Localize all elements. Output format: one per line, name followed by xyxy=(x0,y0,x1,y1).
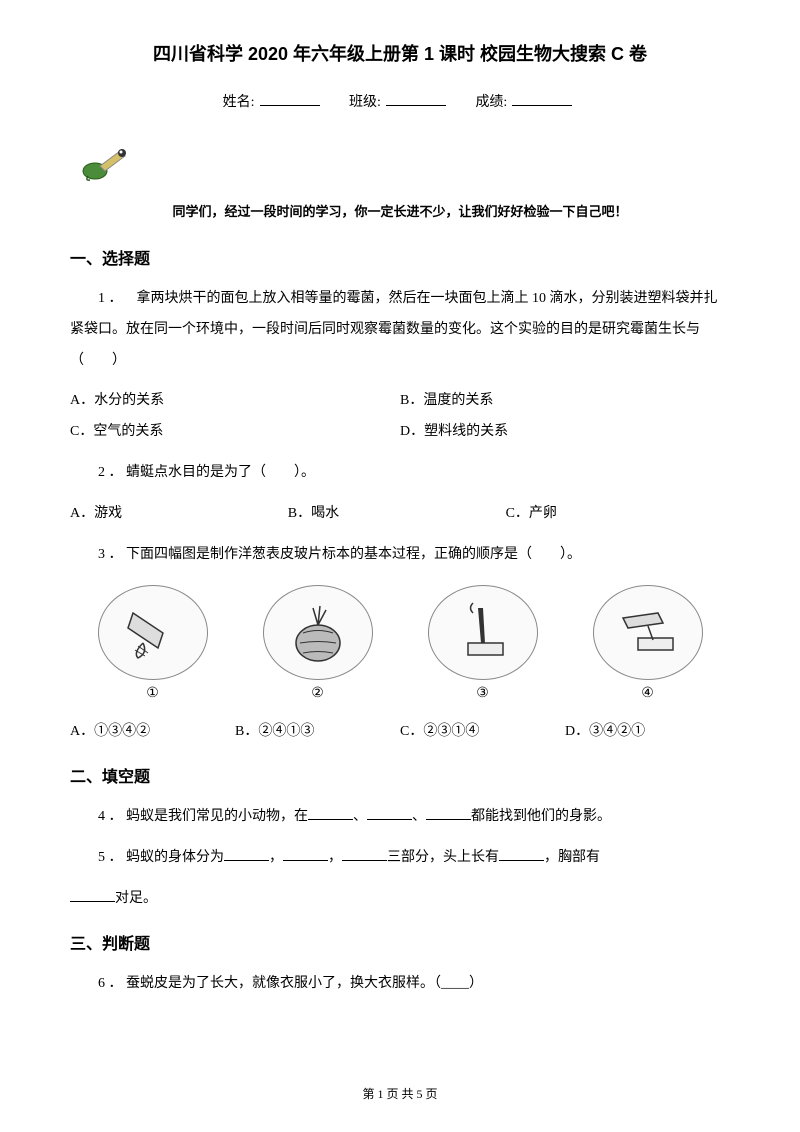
class-blank[interactable] xyxy=(386,105,446,106)
q5-blank-4[interactable] xyxy=(499,860,544,861)
q3-image-4: ④ xyxy=(593,585,703,702)
q3-option-d: D．③④②① xyxy=(565,717,730,748)
q2-option-a: A．游戏 xyxy=(70,499,288,530)
question-4: 4 ． 蚂蚁是我们常见的小动物，在、、都能找到他们的身影。 xyxy=(70,802,730,833)
question-5: 5 ． 蚂蚁的身体分为，，三部分，头上长有，胸部有 xyxy=(70,843,730,874)
q4-number: 4 ． xyxy=(98,809,123,824)
q5-blank-1[interactable] xyxy=(224,860,269,861)
q6-number: 6 ． xyxy=(98,976,123,991)
q3-images: ① ② ③ ④ xyxy=(70,585,730,702)
q3-image-1: ① xyxy=(98,585,208,702)
encourage-text: 同学们，经过一段时间的学习，你一定长进不少，让我们好好检验一下自己吧！ xyxy=(70,201,730,220)
q3-option-a: A．①③④② xyxy=(70,717,235,748)
q4-text-before: 蚂蚁是我们常见的小动物，在 xyxy=(126,809,308,824)
q3-option-b: B．②④①③ xyxy=(235,717,400,748)
q1-options-row2: C．空气的关系 D．塑料线的关系 xyxy=(70,417,730,448)
q5-blank-3[interactable] xyxy=(342,860,387,861)
q4-blank-2[interactable] xyxy=(367,819,412,820)
question-2: 2 ． 蜻蜓点水目的是为了（ ）。 xyxy=(70,458,730,489)
section-1-title: 一、选择题 xyxy=(70,245,730,269)
q6-text: 蚕蜕皮是为了长大，就像衣服小了，换大衣服样。（____） xyxy=(126,976,483,991)
q5-text-mid2: ，胸部有 xyxy=(544,850,600,865)
q5-number: 5 ． xyxy=(98,850,123,865)
q3-label-4: ④ xyxy=(593,685,703,702)
q3-text: 下面四幅图是制作洋葱表皮玻片标本的基本过程，正确的顺序是（ ）。 xyxy=(126,547,581,562)
q1-option-d: D．塑料线的关系 xyxy=(400,417,730,448)
q3-label-3: ③ xyxy=(428,685,538,702)
q1-option-b: B．温度的关系 xyxy=(400,386,730,417)
q1-options-row1: A．水分的关系 B．温度的关系 xyxy=(70,386,730,417)
q3-image-2: ② xyxy=(263,585,373,702)
q1-text: 拿两块烘干的面包上放入相等量的霉菌，然后在一块面包上滴上 10 滴水，分别装进塑… xyxy=(70,291,718,368)
q1-number: 1 ． xyxy=(98,291,123,306)
q3-options: A．①③④② B．②④①③ C．②③①④ D．③④②① xyxy=(70,717,730,748)
q4-blank-3[interactable] xyxy=(426,819,471,820)
score-label: 成绩: xyxy=(475,95,507,110)
q2-options: A．游戏 B．喝水 C．产卵 xyxy=(70,499,730,530)
pencil-icon xyxy=(70,126,730,201)
q1-option-a: A．水分的关系 xyxy=(70,386,400,417)
page-footer: 第 1 页 共 5 页 xyxy=(0,1085,800,1102)
q5-text-before: 蚂蚁的身体分为 xyxy=(126,850,224,865)
student-info-line: 姓名: 班级: 成绩: xyxy=(70,91,730,111)
q3-label-1: ① xyxy=(98,685,208,702)
q4-text-after: 都能找到他们的身影。 xyxy=(471,809,611,824)
question-3: 3 ． 下面四幅图是制作洋葱表皮玻片标本的基本过程，正确的顺序是（ ）。 xyxy=(70,540,730,571)
q5-blank-2[interactable] xyxy=(283,860,328,861)
section-3-title: 三、判断题 xyxy=(70,930,730,954)
q3-image-3: ③ xyxy=(428,585,538,702)
q3-option-c: C．②③①④ xyxy=(400,717,565,748)
question-5-line2: 对足。 xyxy=(70,884,730,915)
q5-text-after: 对足。 xyxy=(115,891,157,906)
name-label: 姓名: xyxy=(223,95,255,110)
q2-option-c: C．产卵 xyxy=(506,499,724,530)
q3-label-2: ② xyxy=(263,685,373,702)
class-label: 班级: xyxy=(349,95,381,110)
q2-text: 蜻蜓点水目的是为了（ ）。 xyxy=(126,465,315,480)
document-title: 四川省科学 2020 年六年级上册第 1 课时 校园生物大搜索 C 卷 xyxy=(70,40,730,66)
q2-option-b: B．喝水 xyxy=(288,499,506,530)
q4-blank-1[interactable] xyxy=(308,819,353,820)
section-2-title: 二、填空题 xyxy=(70,763,730,787)
q3-number: 3 ． xyxy=(98,547,123,562)
name-blank[interactable] xyxy=(260,105,320,106)
q1-option-c: C．空气的关系 xyxy=(70,417,400,448)
question-1: 1 ． 拿两块烘干的面包上放入相等量的霉菌，然后在一块面包上滴上 10 滴水，分… xyxy=(70,284,730,376)
q5-blank-5[interactable] xyxy=(70,901,115,902)
q5-text-mid1: 三部分，头上长有 xyxy=(387,850,499,865)
score-blank[interactable] xyxy=(512,105,572,106)
question-6: 6 ． 蚕蜕皮是为了长大，就像衣服小了，换大衣服样。（____） xyxy=(70,969,730,1000)
q2-number: 2 ． xyxy=(98,465,123,480)
